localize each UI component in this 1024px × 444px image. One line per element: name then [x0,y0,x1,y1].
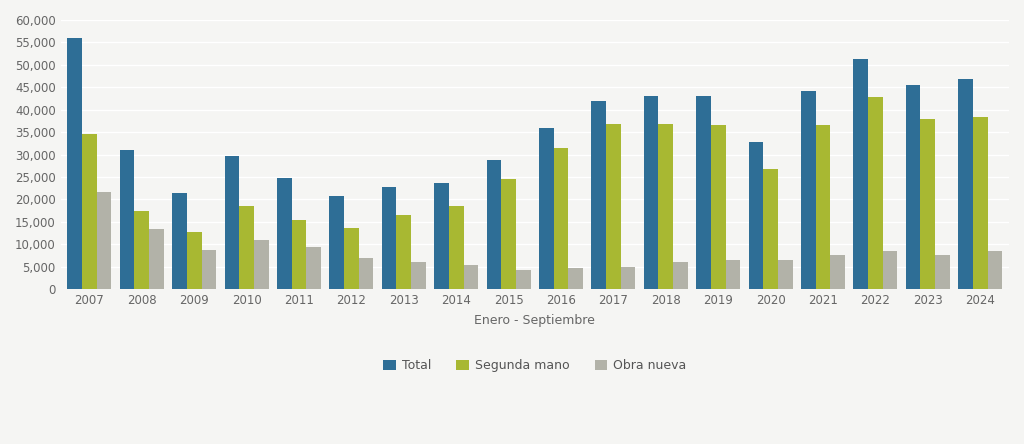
Bar [134,210,150,289]
Bar [464,265,478,289]
Bar [502,179,516,289]
Bar [434,183,449,289]
Bar [120,150,134,289]
Bar [412,262,426,289]
Bar [592,101,606,289]
Bar [539,128,554,289]
Bar [150,229,164,289]
Bar [658,124,673,289]
Bar [254,240,268,289]
Bar [68,38,82,289]
Bar [830,255,845,289]
Bar [396,215,412,289]
Bar [344,229,358,289]
Bar [853,59,868,289]
Bar [973,117,987,289]
Bar [987,251,1002,289]
Bar [240,206,254,289]
Bar [292,220,306,289]
Bar [554,148,568,289]
Bar [726,260,740,289]
Bar [816,125,830,289]
Bar [763,169,778,289]
Bar [778,260,793,289]
Legend: Total, Segunda mano, Obra nueva: Total, Segunda mano, Obra nueva [378,354,691,377]
Bar [906,84,921,289]
Bar [868,97,883,289]
Bar [449,206,464,289]
Bar [958,79,973,289]
Bar [568,268,583,289]
Bar [82,134,96,289]
Bar [187,232,202,289]
Bar [330,196,344,289]
Bar [883,251,897,289]
Bar [172,193,187,289]
Bar [96,192,112,289]
Bar [486,160,502,289]
Bar [621,266,636,289]
Bar [749,142,763,289]
Bar [921,119,935,289]
Bar [516,270,530,289]
Bar [606,123,621,289]
Bar [278,178,292,289]
Bar [935,255,950,289]
Bar [382,187,396,289]
Bar [358,258,374,289]
Bar [224,156,240,289]
Bar [673,262,688,289]
Bar [306,247,322,289]
X-axis label: Enero - Septiembre: Enero - Septiembre [474,314,595,327]
Bar [696,96,711,289]
Bar [801,91,816,289]
Bar [711,125,726,289]
Bar [202,250,216,289]
Bar [644,96,658,289]
